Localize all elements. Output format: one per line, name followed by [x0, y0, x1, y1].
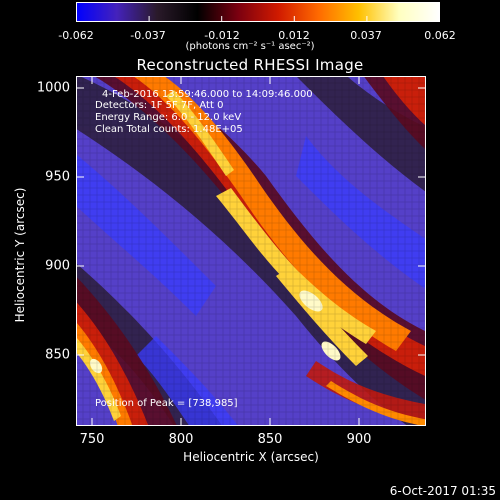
y-axis-label: Heliocentric Y (arcsec): [13, 187, 27, 323]
x-tick-label: 900: [346, 432, 372, 447]
colorbar-tick-label: 0.062: [424, 29, 456, 42]
date-stamp: 6-Oct-2017 01:35: [389, 484, 496, 498]
colorbar-tick-label: 0.012: [278, 29, 310, 42]
image-title: Reconstructed RHESSI Image: [136, 56, 364, 74]
colorbar-tick-label: -0.037: [130, 29, 166, 42]
x-tick-label: 750: [79, 432, 105, 447]
info-energy-range: Energy Range: 6.0 - 12.0 keV: [95, 112, 242, 123]
y-tick-label: 1000: [36, 80, 70, 96]
colorbar-gradient: [76, 2, 440, 22]
colorbar-tick-label: -0.012: [204, 29, 240, 42]
info-peak-position: Position of Peak = [738,985]: [95, 398, 238, 409]
x-tick-label: 850: [257, 432, 283, 447]
info-detectors: Detectors: 1F 5F 7F, Att 0: [95, 100, 224, 111]
colorbar-tick-label: 0.037: [350, 29, 382, 42]
colorbar-units-label: (photons cm⁻² s⁻¹ asec⁻²): [185, 41, 315, 52]
info-time-range: 4-Feb-2016 13:59:46.000 to 14:09:46.000: [102, 89, 313, 100]
colorbar-tick-label: -0.062: [58, 29, 94, 42]
x-axis-label: Heliocentric X (arcsec): [183, 450, 319, 464]
y-tick-label: 850: [45, 347, 70, 363]
x-tick-label: 800: [168, 432, 194, 447]
y-tick-label: 950: [45, 169, 70, 185]
y-tick-label: 900: [45, 258, 70, 274]
rhessi-image: [76, 76, 426, 426]
info-method-counts: Clean Total counts: 1.48E+05: [95, 124, 243, 135]
